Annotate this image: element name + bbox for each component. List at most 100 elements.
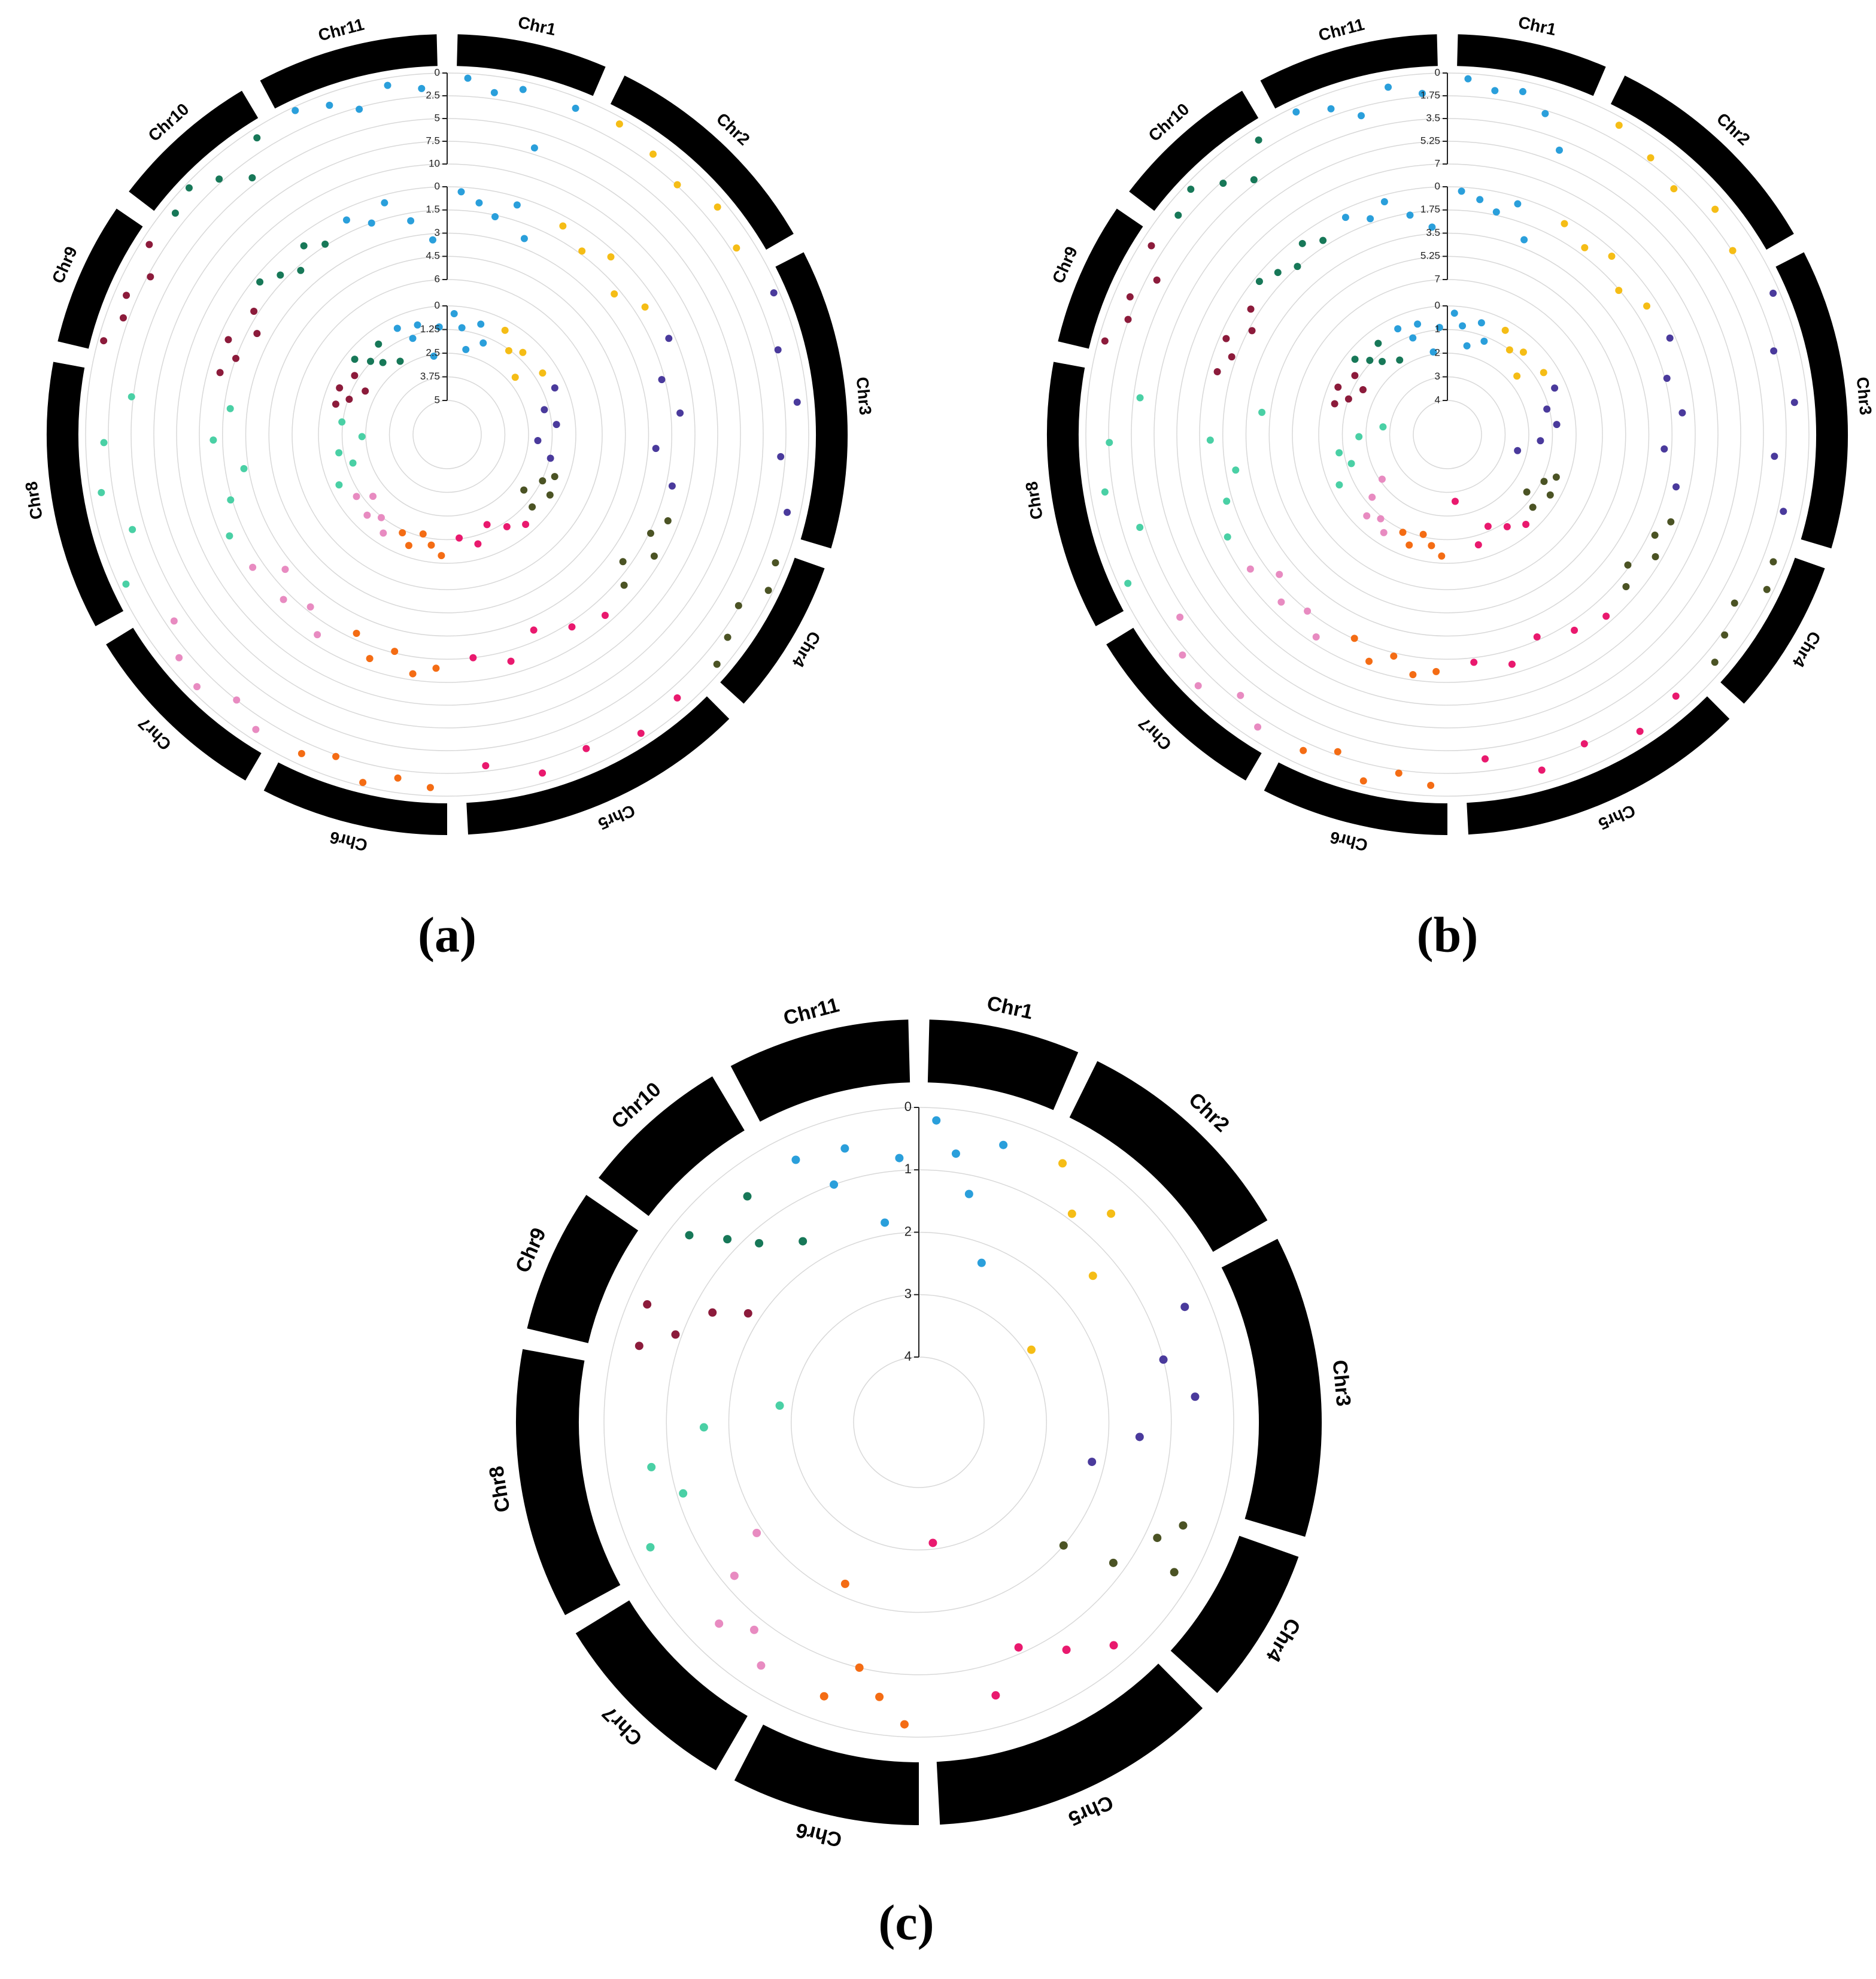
snp-point [1519, 88, 1526, 96]
snp-point [643, 1300, 652, 1309]
snp-point [351, 356, 359, 363]
chromosome-block [575, 1600, 748, 1771]
snp-point [699, 1423, 708, 1432]
snp-point [641, 303, 649, 311]
snp-point [1222, 335, 1230, 342]
snp-point [646, 1543, 655, 1552]
chromosome-block [610, 75, 794, 250]
snp-point [297, 266, 305, 274]
snp-point [185, 184, 193, 192]
snp-point [511, 374, 519, 381]
chromosome-label: Chr3 [1853, 376, 1875, 415]
snp-point [414, 321, 421, 329]
snp-point [98, 488, 105, 496]
snp-point [673, 694, 681, 702]
snp-point [1492, 208, 1500, 216]
snp-point [306, 603, 314, 611]
snp-point [1088, 1271, 1097, 1280]
snp-point [637, 730, 645, 737]
snp-point [1622, 582, 1630, 590]
snp-point [1432, 667, 1440, 675]
snp-point [1232, 466, 1240, 474]
snp-point [248, 174, 256, 181]
grid-circle [1245, 232, 1650, 637]
snp-point [1523, 488, 1531, 496]
snp-point [359, 779, 367, 787]
snp-point [503, 523, 511, 530]
tick-label: 0 [1435, 66, 1440, 78]
snp-point [123, 292, 130, 299]
chromosome-block [1264, 762, 1448, 835]
chromosome-block [1106, 627, 1262, 781]
snp-point [714, 203, 721, 211]
snp-point [1379, 423, 1387, 431]
chromosome-block [1170, 1535, 1299, 1693]
snp-point [647, 1462, 656, 1471]
snp-point [435, 323, 443, 331]
chromosome-label: Chr6 [794, 1818, 844, 1851]
snp-point [1763, 585, 1771, 593]
snp-point [427, 541, 435, 549]
snp-point [1561, 220, 1568, 227]
snp-point [335, 481, 343, 489]
snp-point [1514, 200, 1522, 208]
snp-point [432, 664, 440, 672]
snp-point [469, 654, 477, 661]
snp-point [1088, 1458, 1097, 1467]
snp-point [1514, 447, 1522, 454]
snp-point [676, 409, 684, 417]
chromosome-block [263, 762, 448, 835]
chromosome-label: Chr9 [511, 1224, 551, 1276]
snp-point [1546, 491, 1554, 499]
snp-point [321, 240, 329, 248]
snp-point [791, 1155, 800, 1164]
snp-point [730, 1571, 739, 1580]
snp-point [1505, 346, 1513, 354]
snp-point [356, 105, 363, 113]
chromosome-block [527, 1195, 639, 1344]
snp-point [1533, 633, 1541, 641]
snp-point [384, 81, 391, 89]
snp-point [216, 369, 224, 377]
snp-point [757, 1661, 766, 1670]
snp-point [723, 1235, 732, 1244]
snp-point [456, 534, 463, 542]
snp-point [658, 376, 666, 384]
tick-label: 6 [435, 273, 440, 284]
snp-point [534, 437, 542, 445]
snp-point [1464, 75, 1472, 83]
snp-point [1355, 433, 1363, 441]
snp-point [1501, 326, 1509, 334]
snp-point [1663, 375, 1671, 383]
chromosome-label: Chr3 [853, 376, 875, 415]
snp-point [855, 1663, 864, 1672]
snp-point [1450, 309, 1458, 317]
snp-point [300, 242, 308, 250]
snp-point [1476, 196, 1484, 204]
snp-point [298, 749, 305, 757]
snp-point [1187, 186, 1195, 193]
tick-label: 4.5 [426, 250, 440, 262]
snp-point [1294, 263, 1301, 271]
snp-point [1477, 319, 1485, 327]
snp-point [1170, 1568, 1179, 1577]
chromosome-block [260, 34, 438, 109]
snp-point [1414, 320, 1422, 328]
snp-point [559, 222, 567, 230]
chromosome-label: Chr8 [485, 1464, 515, 1513]
snp-point [338, 418, 346, 426]
snp-point [1438, 552, 1446, 560]
snp-point [1159, 1355, 1168, 1364]
snp-point [1474, 541, 1482, 549]
chromosome-block [734, 1724, 919, 1825]
snp-point [1248, 327, 1256, 335]
snp-point [611, 290, 618, 298]
snp-point [1451, 497, 1459, 505]
snp-point [1135, 1432, 1144, 1441]
snp-point [530, 144, 538, 152]
chromosome-label: Chr11 [781, 994, 842, 1030]
snp-point [326, 101, 333, 109]
snp-point [1556, 146, 1564, 154]
snp-point [227, 496, 235, 504]
